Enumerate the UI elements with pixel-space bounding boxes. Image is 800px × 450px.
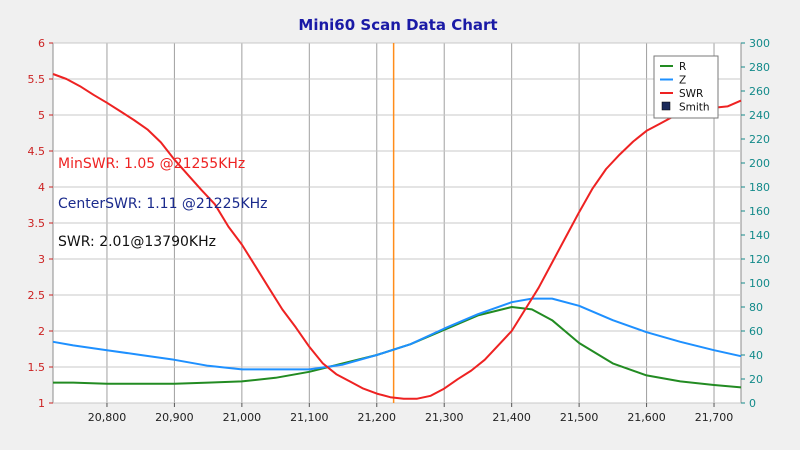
x-tick-label: 21,500 <box>560 411 599 424</box>
annotation-text: SWR: 2.01@13790KHz <box>58 234 216 250</box>
annotation-text: MinSWR: 1.05 @21255KHz <box>58 156 245 172</box>
legend-label: Z <box>679 75 686 87</box>
x-tick-label: 21,200 <box>358 411 397 424</box>
y-right-tick-label: 280 <box>749 61 770 74</box>
y-left-tick-label: 3.5 <box>28 217 46 230</box>
y-right-tick-label: 200 <box>749 157 770 170</box>
y-right-tick-label: 140 <box>749 229 770 242</box>
y-right-tick-label: 260 <box>749 85 770 98</box>
y-right-tick-label: 240 <box>749 109 770 122</box>
legend-label: Smith <box>679 102 710 114</box>
legend-label: SWR <box>679 88 703 100</box>
y-left-tick-label: 2 <box>38 325 45 338</box>
y-left-tick-label: 4 <box>38 181 45 194</box>
y-left-tick-label: 6 <box>38 37 45 50</box>
annotation-text: CenterSWR: 1.11 @21225KHz <box>58 196 268 212</box>
annotations: MinSWR: 1.05 @21255KHz CenterSWR: 1.11 @2… <box>58 156 268 250</box>
axes: 20,800 20,900 21,000 21,100 21,200 21,300 21,4… <box>28 37 771 424</box>
x-tick-label: 21,700 <box>695 411 734 424</box>
y-right-tick-label: 80 <box>749 301 763 314</box>
y-right-tick-label: 220 <box>749 133 770 146</box>
y-right-tick-label: 20 <box>749 373 763 386</box>
y-right-tick-label: 60 <box>749 325 763 338</box>
x-tick-label: 20,900 <box>155 411 194 424</box>
series-swr-line <box>52 73 742 400</box>
y-left-tick-label: 5.5 <box>28 73 46 86</box>
y-right-tick-label: 100 <box>749 277 770 290</box>
y-left-tick-label: 5 <box>38 109 45 122</box>
legend-label: R <box>679 61 686 73</box>
y-right-tick-label: 120 <box>749 253 770 266</box>
legend-swatch <box>661 101 671 111</box>
series-lines <box>52 43 742 403</box>
x-tick-label: 21,300 <box>425 411 464 424</box>
x-tick-label: 21,400 <box>492 411 531 424</box>
x-tick-label: 21,000 <box>223 411 262 424</box>
y-left-tick-label: 2.5 <box>28 289 46 302</box>
y-left-tick-label: 3 <box>38 253 45 266</box>
series-z-line <box>52 297 742 371</box>
y-left-tick-label: 4.5 <box>28 145 46 158</box>
x-tick-label: 20,800 <box>88 411 127 424</box>
y-right-tick-label: 300 <box>749 37 770 50</box>
y-right-tick-label: 180 <box>749 181 770 194</box>
y-left-tick-label: 1 <box>38 397 45 410</box>
y-right-tick-label: 0 <box>749 397 756 410</box>
y-right-tick-label: 40 <box>749 349 763 362</box>
y-left-tick-label: 1.5 <box>28 361 46 374</box>
chart-title: Mini60 Scan Data Chart <box>298 16 497 34</box>
x-tick-label: 21,100 <box>290 411 329 424</box>
y-right-tick-label: 160 <box>749 205 770 218</box>
x-tick-label: 21,600 <box>627 411 666 424</box>
